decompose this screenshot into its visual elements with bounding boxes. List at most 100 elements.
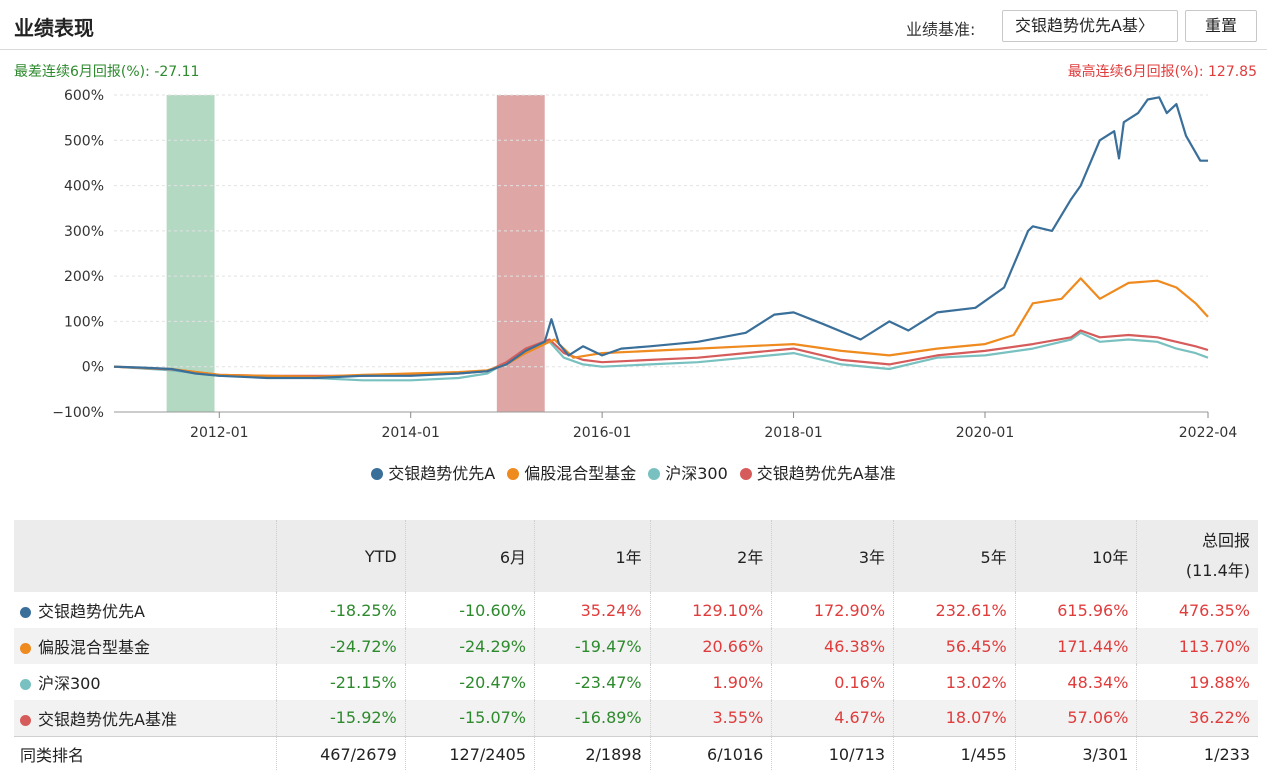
rank-cell: 3/301 (1015, 735, 1138, 771)
return-cell: -10.60% (405, 592, 536, 628)
rank-cell: 2/1898 (534, 735, 651, 771)
return-cell: -15.92% (276, 700, 406, 736)
row-dot-icon (20, 679, 31, 690)
rank-cell: 10/713 (771, 735, 895, 771)
header-6m: 6月 (405, 520, 536, 592)
table-row: 交银趋势优先A -18.25% -10.60% 35.24% 129.10% 172.90… (14, 592, 1258, 628)
return-cell: -20.47% (405, 664, 536, 700)
return-cell: -23.47% (534, 664, 651, 700)
rank-cell: 127/2405 (405, 735, 536, 771)
row-dot-icon (20, 714, 31, 726)
header-5y: 5年 (893, 520, 1016, 592)
return-cell: 56.45% (893, 628, 1016, 664)
rank-cell: 6/1016 (650, 735, 773, 771)
worst-6m-return: 最差连续6月回报(%): -27.11 (14, 61, 199, 81)
series-line-2 (113, 331, 1209, 382)
benchmark-label: 业绩基准: (906, 20, 976, 39)
return-cell: 36.22% (1136, 700, 1258, 736)
y-tick-label: 600% (64, 88, 104, 104)
series-line-3 (113, 329, 1209, 377)
y-tick-label: 400% (64, 179, 104, 195)
best-6m-label: 最高连续6月回报(%): (1067, 64, 1204, 80)
rank-cell: 1/455 (893, 735, 1016, 771)
y-tick-label: 0% (82, 360, 104, 376)
rank-cell: 467/2679 (276, 735, 406, 771)
return-cell: 35.24% (534, 592, 651, 628)
page-title: 业绩表现 (14, 16, 94, 40)
return-cell: -21.15% (276, 664, 406, 700)
fund-name-cell: 偏股混合型基金 (14, 628, 277, 664)
best-6m-return: 最高连续6月回报(%): 127.85 (1068, 61, 1257, 81)
series-line-1 (113, 277, 1209, 378)
fund-name: 沪深300 (38, 674, 101, 693)
legend-label: 沪深300 (665, 464, 728, 483)
row-dot-icon (20, 607, 31, 618)
return-cell: -18.25% (276, 592, 406, 628)
legend-item[interactable]: 偏股混合型基金 (507, 460, 636, 484)
worst_6m-region (166, 95, 215, 412)
x-tick-label: 2012-01 (190, 425, 249, 441)
return-cell: 171.44% (1015, 628, 1138, 664)
return-cell: -15.07% (405, 700, 536, 736)
y-tick-label: 300% (64, 224, 104, 240)
x-tick-label: 2018-01 (764, 425, 823, 441)
table-row: 偏股混合型基金 -24.72% -24.29% -19.47% 20.66% 46.38%… (14, 628, 1258, 664)
x-tick-label: 2020-01 (956, 425, 1015, 441)
return-cell: -16.89% (534, 700, 651, 736)
return-cell: 57.06% (1015, 700, 1138, 736)
worst-6m-value: -27.11 (154, 64, 200, 80)
table-row: 沪深300 -21.15% -20.47% -23.47% 1.90% 0.16% 13.0… (14, 664, 1258, 700)
return-cell: 4.67% (771, 700, 895, 736)
performance-chart[interactable]: 600% 500% 400% 300% 200% 100% 0% −100% 2012-01 20… (0, 80, 1267, 450)
fund-name: 交银趋势优先A (38, 602, 145, 621)
return-cell: 172.90% (771, 592, 895, 628)
fund-name-cell: 沪深300 (14, 664, 277, 700)
best_6m-region (496, 95, 545, 412)
return-cell: 232.61% (893, 592, 1016, 628)
return-cell: 48.34% (1015, 664, 1138, 700)
x-tick-label: 2022-04 (1179, 425, 1238, 441)
legend-dot-icon (507, 468, 520, 480)
legend-label: 偏股混合型基金 (524, 464, 637, 483)
table-header-row: YTD 6月 1年 2年 3年 5年 10年 总回报 (11.4年) (14, 520, 1258, 592)
return-cell: -24.72% (276, 628, 406, 664)
legend-dot-icon (371, 468, 384, 480)
y-tick-label: 100% (64, 314, 104, 330)
worst-6m-label: 最差连续6月回报(%): (14, 64, 150, 80)
series-line-0 (113, 96, 1208, 380)
x-tick-label: 2016-01 (573, 425, 632, 441)
header: 业绩表现 业绩基准: 交银趋势优先A基〉 重置 (0, 0, 1267, 50)
legend-item[interactable]: 交银趋势优先A基准 (739, 460, 896, 484)
legend-item[interactable]: 沪深300 (648, 460, 728, 484)
header-name-cell (14, 520, 277, 592)
header-2y: 2年 (650, 520, 773, 592)
header-total: 总回报 (11.4年) (1136, 520, 1258, 592)
chart-legend: 交银趋势优先A 偏股混合型基金 沪深300 交银趋势优先A基准 (0, 460, 1267, 484)
return-cell: 13.02% (893, 664, 1016, 700)
legend-dot-icon (739, 468, 752, 480)
return-cell: 615.96% (1015, 592, 1138, 628)
header-10y: 10年 (1015, 520, 1138, 592)
legend-item[interactable]: 交银趋势优先A (371, 460, 495, 484)
reset-button[interactable]: 重置 (1185, 10, 1257, 42)
table-row: 交银趋势优先A基准 -15.92% -15.07% -16.89% 3.55% 4.67%… (14, 700, 1258, 736)
row-dot-icon (20, 643, 31, 654)
header-total-label: 总回报 (1201, 531, 1250, 550)
header-3y: 3年 (771, 520, 895, 592)
header-total-period: (11.4年) (1185, 561, 1250, 580)
return-cell: 129.10% (650, 592, 773, 628)
fund-name-cell: 交银趋势优先A基准 (14, 700, 277, 736)
y-tick-label: 200% (64, 269, 104, 285)
x-tick-label: 2014-01 (381, 425, 440, 441)
header-1y: 1年 (534, 520, 651, 592)
rank-row: 同类排名 467/2679 127/2405 2/1898 6/1016 10/713 1/… (14, 735, 1258, 771)
fund-name: 偏股混合型基金 (38, 638, 151, 657)
rank-label: 同类排名 (14, 735, 277, 771)
return-cell: 19.88% (1188, 672, 1250, 692)
legend-dot-icon (648, 468, 661, 480)
return-cell: 3.55% (650, 700, 773, 736)
y-tick-label: 500% (64, 133, 104, 149)
benchmark-select[interactable]: 交银趋势优先A基〉 (1002, 10, 1178, 42)
return-cell: -19.47% (534, 628, 651, 664)
performance-table: YTD 6月 1年 2年 3年 5年 10年 总回报 (11.4年) 交银趋势优… (14, 520, 1258, 771)
